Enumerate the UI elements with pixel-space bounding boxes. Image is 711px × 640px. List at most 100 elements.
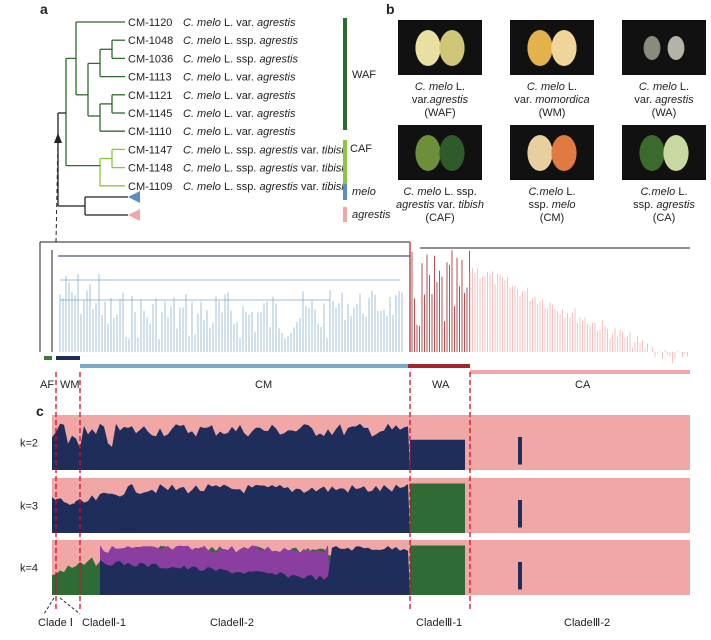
fruit — [439, 135, 465, 171]
label: (WAF) — [424, 107, 455, 119]
label-part: L. — [453, 81, 465, 93]
label-part: tibish — [322, 163, 348, 175]
label-part: var. — [412, 94, 430, 106]
clade-label: Clade Ⅰ — [38, 617, 73, 629]
label-part: L. var. — [221, 72, 257, 84]
label: C. melo L. ssp. agrestis var. tibish — [183, 144, 348, 156]
arrow-head — [54, 133, 62, 143]
label-part: (WM) — [539, 107, 566, 119]
k-label: k=3 — [20, 501, 38, 513]
label: C. melo L. ssp. — [403, 186, 476, 198]
fruit — [415, 30, 441, 66]
label: C. melo L. var. agrestis — [183, 90, 296, 102]
label-part: C. melo — [183, 126, 221, 138]
admix-fill — [52, 496, 130, 533]
tree-group-bar — [44, 356, 52, 360]
label-part: var. — [298, 144, 322, 156]
tree-group-bar — [56, 356, 80, 360]
label: C. melo L. var. agrestis — [183, 126, 296, 138]
tree-group-label: WM — [60, 379, 80, 391]
fruit — [663, 135, 689, 171]
label-part: C. melo — [403, 186, 441, 198]
label: (CM) — [540, 212, 564, 224]
fruit — [551, 30, 577, 66]
label: C. melo L. ssp. agrestis var. tibish — [183, 163, 348, 175]
label-part: agrestis — [655, 94, 694, 106]
label-part: C. melo — [183, 90, 221, 102]
label-part: L. ssp. — [221, 53, 260, 65]
label-part: agrestis — [257, 126, 296, 138]
label-part: L. — [563, 186, 575, 198]
leaf-id: CM-1113 — [128, 72, 172, 84]
label-part: L. ssp. — [441, 186, 476, 198]
label: C. melo L. ssp. agrestis — [183, 35, 298, 47]
label: C. melo L. ssp. agrestis var. tibish — [183, 181, 348, 193]
fruit — [527, 30, 553, 66]
label-part: agrestis — [257, 72, 296, 84]
fruit — [643, 36, 661, 60]
tree-group-label: CA — [575, 379, 591, 391]
label-part: L. var. — [221, 108, 257, 120]
label-part: C.melo — [528, 186, 563, 198]
label: var. agrestis — [634, 94, 694, 106]
tree-group-bar — [408, 364, 470, 368]
label-part: L. — [565, 81, 577, 93]
admix-fill — [518, 500, 522, 528]
label: ssp. agrestis — [633, 199, 695, 211]
group-label: melo — [352, 186, 376, 198]
fruit — [415, 135, 441, 171]
label-part: agrestis — [259, 53, 298, 65]
label-part: C. melo — [415, 81, 453, 93]
label: (CA) — [653, 212, 676, 224]
leaf-id: CM-1121 — [128, 90, 172, 102]
leaf-id: CM-1148 — [128, 163, 172, 175]
label-part: agrestis — [259, 181, 298, 193]
label-part: melo — [552, 199, 576, 211]
leaf-id: CM-1110 — [128, 126, 172, 138]
label: agrestis var. tibish — [396, 199, 484, 211]
label: var.agrestis — [412, 94, 469, 106]
label-part: L. var. — [221, 126, 257, 138]
label-part: var. — [298, 163, 322, 175]
label: C.melo L. — [640, 186, 687, 198]
label: var. momordica — [514, 94, 589, 106]
fruit — [551, 135, 577, 171]
group-bar — [343, 18, 347, 130]
clade-triangle — [128, 191, 140, 203]
tree-group-label: CM — [255, 379, 272, 391]
admix-fill — [52, 484, 410, 533]
label-part: var. — [634, 94, 655, 106]
line — [43, 597, 55, 615]
leaf-id: CM-1036 — [128, 53, 173, 65]
admix-fill — [52, 423, 410, 470]
label: ssp. melo — [528, 199, 575, 211]
label-part: var. — [298, 181, 322, 193]
label-part: C. melo — [183, 72, 221, 84]
label-part: C. melo — [527, 81, 565, 93]
label-part: L. — [675, 186, 687, 198]
fruit — [667, 36, 685, 60]
label-part: tibish — [322, 181, 348, 193]
fruit — [639, 135, 665, 171]
group-label: CAF — [350, 143, 372, 155]
group-label: WAF — [352, 69, 376, 81]
label-part: agrestis — [430, 94, 469, 106]
leaf-id: CM-1109 — [128, 181, 172, 193]
label: C. melo L. var. agrestis — [183, 17, 296, 29]
leaf-id: CM-1147 — [128, 144, 172, 156]
clade-label: CladeⅢ-1 — [416, 617, 462, 629]
label-part: tibish — [458, 199, 484, 211]
line — [55, 139, 59, 243]
fruit — [527, 135, 553, 171]
clade-label: CladeⅢ-2 — [564, 617, 610, 629]
panel-label: a — [40, 1, 48, 17]
label-part: ssp. — [528, 199, 551, 211]
admix-fill — [410, 483, 465, 533]
label: (WA) — [652, 107, 677, 119]
admix-fill — [410, 545, 465, 595]
label-part: ssp. — [633, 199, 656, 211]
fruit — [439, 30, 465, 66]
label: C. melo L. — [415, 81, 465, 93]
panel-label: c — [36, 403, 44, 419]
label: C. melo L. — [639, 81, 689, 93]
